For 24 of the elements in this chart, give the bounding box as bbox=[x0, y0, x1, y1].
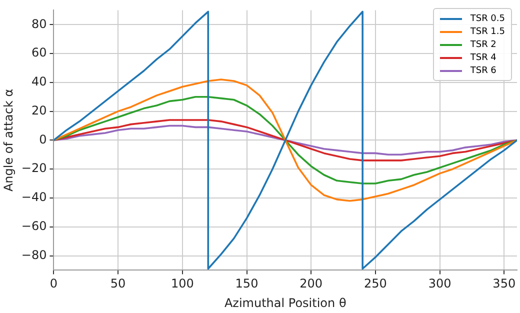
x-tick-label: 0 bbox=[50, 276, 58, 291]
x-axis-title: Azimuthal Position θ bbox=[224, 296, 346, 310]
y-tick-label: 40 bbox=[31, 74, 47, 89]
legend-label: TSR 6 bbox=[470, 66, 496, 76]
y-tick-label: 80 bbox=[31, 16, 47, 31]
y-tick-label: −80 bbox=[21, 248, 47, 262]
y-axis-title: Angle of attack α bbox=[1, 88, 16, 192]
x-tick-label: 350 bbox=[492, 276, 516, 291]
y-tick-label: −40 bbox=[21, 190, 47, 204]
x-tick-label: 300 bbox=[428, 276, 452, 291]
y-tick-label: −60 bbox=[21, 218, 47, 233]
legend-label: TSR 4 bbox=[470, 52, 496, 62]
y-tick-label: 60 bbox=[31, 46, 47, 60]
y-tick-label: −20 bbox=[21, 161, 47, 176]
y-tick-label: 0 bbox=[39, 132, 47, 146]
x-tick-label: 150 bbox=[235, 276, 258, 291]
x-tick-label: 250 bbox=[364, 276, 387, 291]
x-tick-label: 200 bbox=[300, 276, 323, 291]
legend-label: TSR 2 bbox=[470, 40, 496, 50]
legend-label: TSR 0.5 bbox=[470, 14, 505, 24]
x-tick-label: 50 bbox=[110, 276, 126, 291]
x-tick-label: 100 bbox=[170, 276, 194, 291]
legend-label: TSR 1.5 bbox=[470, 26, 505, 36]
y-tick-label: 20 bbox=[31, 103, 47, 118]
